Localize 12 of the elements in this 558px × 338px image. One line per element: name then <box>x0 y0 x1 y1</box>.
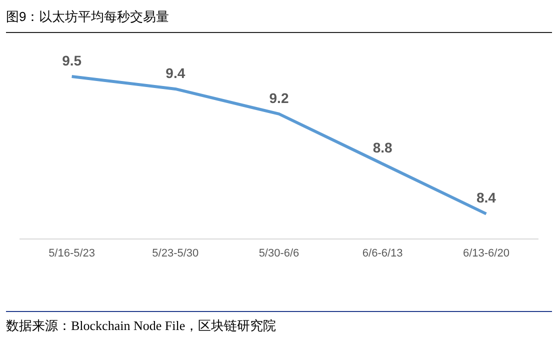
x-tick-label: 5/23-5/30 <box>152 247 199 260</box>
x-tick-label: 6/13-6/20 <box>462 247 510 260</box>
x-tick-label: 5/30-6/6 <box>258 247 300 260</box>
x-tick-label: 6/6-6/13 <box>362 247 403 260</box>
source-note: 数据来源：Blockchain Node File，区块链研究院 <box>6 311 552 335</box>
data-label: 8.8 <box>372 140 393 156</box>
chart-title: 图9：以太坊平均每秒交易量 <box>6 8 552 33</box>
x-tick-label: 5/16-5/23 <box>48 247 96 260</box>
data-label: 8.4 <box>476 190 496 206</box>
data-label: 9.5 <box>62 52 82 68</box>
data-label: 9.4 <box>166 64 186 81</box>
data-label: 9.2 <box>269 90 289 106</box>
